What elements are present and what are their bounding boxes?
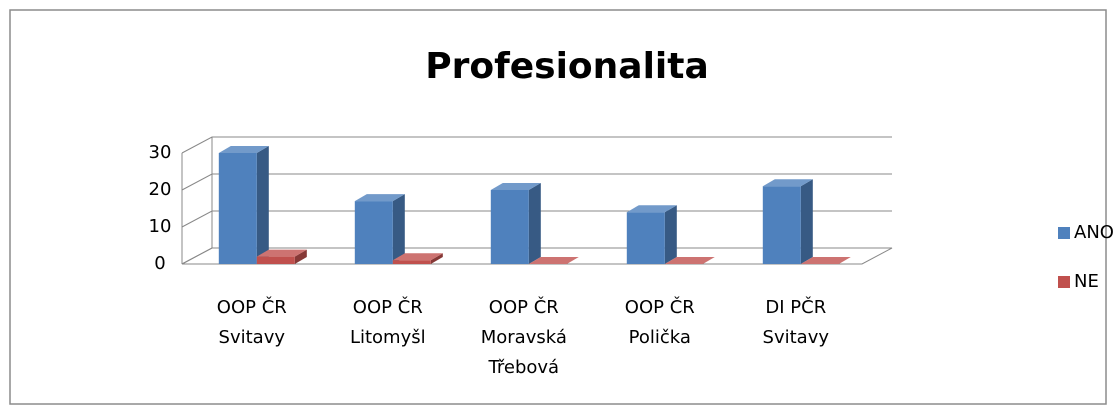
bar-face — [354, 194, 405, 202]
x-tick-label: Polička — [629, 327, 691, 348]
bar-face — [664, 257, 715, 264]
x-tick-label: Litomyšl — [350, 327, 426, 348]
y-tick-label: 0 — [154, 253, 165, 274]
bar — [256, 249, 307, 264]
bar-face — [392, 260, 431, 264]
bar-face — [294, 249, 307, 264]
chart-title: Profesionalita — [425, 46, 709, 87]
y-tick-label: 30 — [149, 142, 172, 163]
x-tick-label: Svitavy — [219, 327, 286, 348]
bar — [392, 253, 443, 264]
bar-face — [490, 183, 541, 190]
bar-face — [392, 253, 443, 261]
legend-swatch — [1058, 227, 1070, 239]
bar-face — [626, 205, 677, 213]
bar — [762, 179, 813, 264]
bar-face — [800, 179, 813, 264]
bar-face — [490, 190, 529, 264]
x-tick-label: Svitavy — [763, 327, 830, 348]
bar-face — [762, 186, 801, 264]
bar-face — [218, 153, 257, 264]
y-tick-label: 20 — [149, 179, 172, 200]
x-tick-label: OOP ČR — [353, 296, 423, 318]
x-tick-label: DI PČR — [765, 296, 826, 318]
bar — [800, 257, 851, 264]
x-tick-label: Třebová — [488, 357, 560, 378]
bar-face — [528, 183, 541, 264]
bar-face — [800, 257, 851, 264]
legend-swatch — [1058, 276, 1070, 288]
bar-face — [218, 146, 269, 153]
x-tick-label: OOP ČR — [625, 296, 695, 318]
bar — [354, 194, 405, 264]
bar-face — [256, 249, 307, 257]
x-tick-label: OOP ČR — [217, 296, 287, 318]
chart-border — [9, 9, 1107, 405]
legend-label: ANO — [1074, 222, 1114, 243]
bar — [490, 183, 541, 264]
bar-face — [392, 194, 405, 264]
bar-face — [256, 256, 295, 264]
bar — [626, 205, 677, 264]
x-tick-label: Moravská — [481, 327, 567, 348]
bar — [218, 146, 269, 264]
bar-face — [762, 179, 813, 187]
bar-face — [626, 212, 665, 264]
bar-face — [528, 257, 579, 264]
legend-label: NE — [1074, 271, 1099, 292]
bar-face — [354, 201, 393, 264]
bar-face — [430, 253, 443, 264]
bar-face — [256, 146, 269, 264]
bar — [528, 257, 579, 264]
bar-face — [664, 205, 677, 264]
bar — [664, 257, 715, 264]
y-tick-label: 10 — [149, 216, 172, 237]
x-tick-label: OOP ČR — [489, 296, 559, 318]
